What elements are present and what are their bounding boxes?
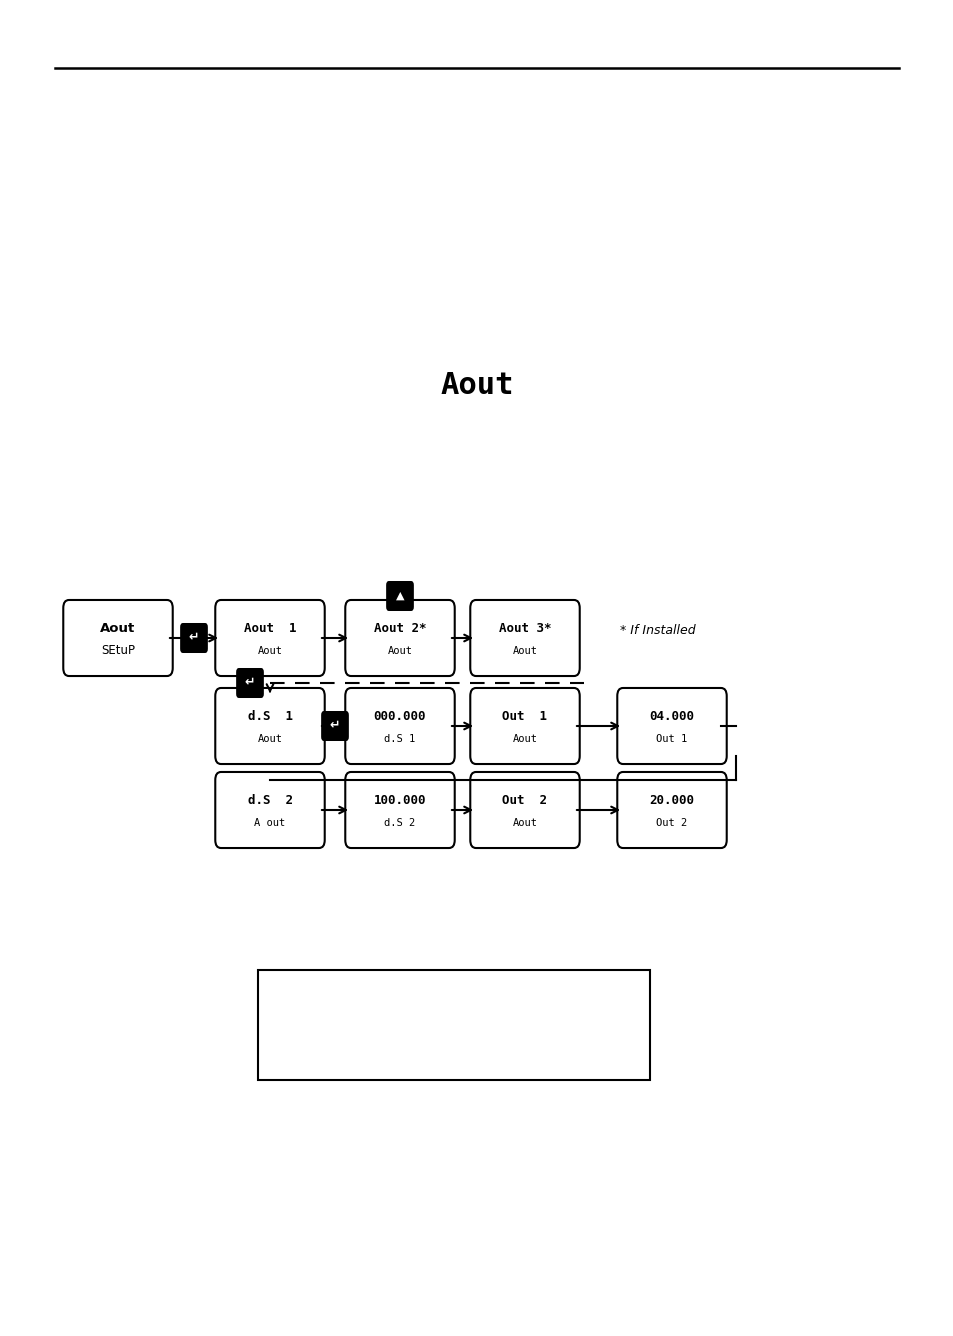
Text: Aout 3*: Aout 3* <box>498 621 551 635</box>
Text: 100.000: 100.000 <box>374 794 426 807</box>
FancyBboxPatch shape <box>236 668 264 697</box>
Text: Aout: Aout <box>100 621 135 635</box>
Text: Aout: Aout <box>512 818 537 828</box>
Text: Aout 2*: Aout 2* <box>374 621 426 635</box>
Text: SEtuP: SEtuP <box>101 644 135 657</box>
FancyBboxPatch shape <box>345 688 455 764</box>
FancyBboxPatch shape <box>215 688 324 764</box>
Text: 000.000: 000.000 <box>374 709 426 723</box>
Text: A out: A out <box>254 818 285 828</box>
Text: d.S  2: d.S 2 <box>247 794 293 807</box>
FancyBboxPatch shape <box>215 600 324 676</box>
Text: Out  2: Out 2 <box>502 794 547 807</box>
FancyBboxPatch shape <box>63 600 172 676</box>
Text: Aout: Aout <box>439 370 514 399</box>
FancyBboxPatch shape <box>617 688 726 764</box>
FancyBboxPatch shape <box>345 600 455 676</box>
Text: Out  1: Out 1 <box>502 709 547 723</box>
Text: Aout: Aout <box>257 733 282 744</box>
Text: * If Installed: * If Installed <box>619 624 695 636</box>
FancyBboxPatch shape <box>386 581 414 611</box>
FancyBboxPatch shape <box>180 623 208 653</box>
FancyBboxPatch shape <box>470 600 579 676</box>
Text: 04.000: 04.000 <box>649 709 694 723</box>
Text: Aout: Aout <box>512 647 537 656</box>
FancyBboxPatch shape <box>345 772 455 848</box>
FancyBboxPatch shape <box>215 772 324 848</box>
Text: ▲: ▲ <box>395 591 404 601</box>
FancyBboxPatch shape <box>470 688 579 764</box>
Text: ↵: ↵ <box>330 720 340 732</box>
Text: d.S  1: d.S 1 <box>247 709 293 723</box>
Text: Aout  1: Aout 1 <box>244 621 296 635</box>
FancyBboxPatch shape <box>617 772 726 848</box>
Text: d.S 1: d.S 1 <box>384 733 416 744</box>
Bar <box>257 970 649 1079</box>
Text: ↵: ↵ <box>189 632 199 644</box>
FancyBboxPatch shape <box>470 772 579 848</box>
Text: Out 2: Out 2 <box>656 818 687 828</box>
Text: 20.000: 20.000 <box>649 794 694 807</box>
Text: Aout: Aout <box>512 733 537 744</box>
Text: Out 1: Out 1 <box>656 733 687 744</box>
Text: Aout: Aout <box>257 647 282 656</box>
Text: ↵: ↵ <box>245 676 255 689</box>
FancyBboxPatch shape <box>321 711 349 741</box>
Text: d.S 2: d.S 2 <box>384 818 416 828</box>
Text: Aout: Aout <box>387 647 412 656</box>
